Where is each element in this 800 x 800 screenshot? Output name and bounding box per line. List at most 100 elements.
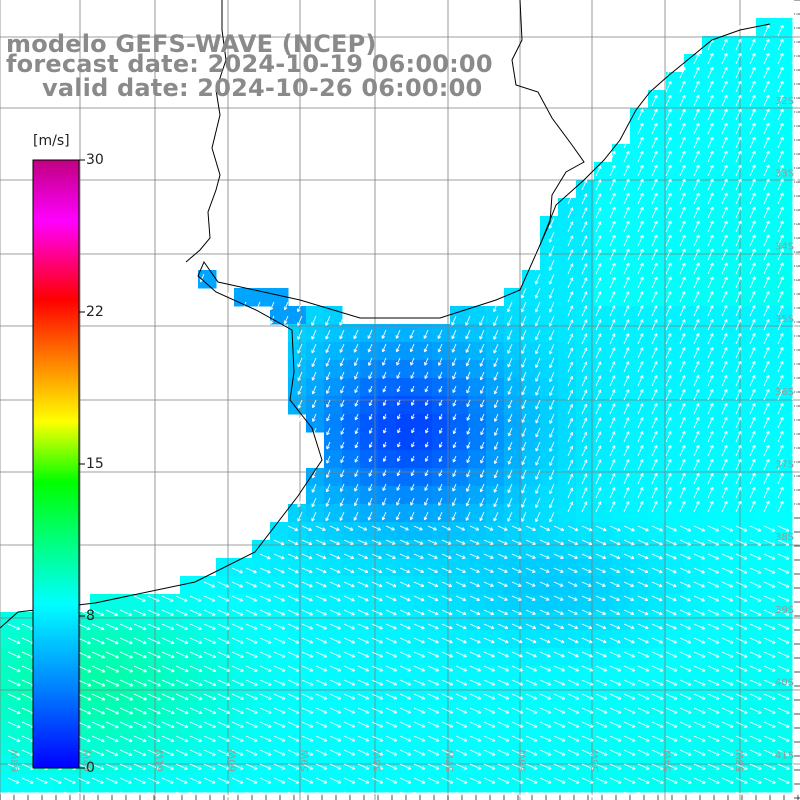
wind-arrow [665, 291, 672, 303]
wind-cell [486, 450, 505, 469]
wind-cell [270, 522, 289, 541]
wind-cell [612, 612, 631, 631]
wind-cell [306, 414, 325, 433]
wind-arrow [651, 234, 658, 247]
wind-cell [594, 774, 613, 793]
wind-cell [486, 414, 505, 433]
wind-cell [576, 576, 595, 595]
longitude-label: 59W [300, 749, 311, 772]
wind-arrow [595, 277, 602, 289]
wind-cell [324, 450, 343, 469]
wind-cell [342, 774, 361, 793]
wind-cell [252, 630, 271, 649]
wind-cell [594, 288, 613, 307]
wind-cell [558, 648, 577, 667]
wind-cell [774, 756, 793, 775]
wind-cell [198, 720, 217, 739]
wind-cell [558, 270, 577, 289]
wind-cell [540, 594, 559, 613]
wind-cell [558, 468, 577, 487]
wind-cell [486, 720, 505, 739]
wind-cell [684, 162, 703, 181]
wind-cell [576, 234, 595, 253]
wind-arrow [777, 791, 790, 798]
wind-cell [342, 450, 361, 469]
wind-cell [774, 486, 793, 505]
wind-cell [468, 468, 487, 487]
wind-cell [252, 756, 271, 775]
wind-cell [180, 648, 199, 667]
wind-cell [720, 648, 739, 667]
wind-cell [720, 738, 739, 757]
wind-cell [342, 720, 361, 739]
wind-cell [720, 720, 739, 739]
wind-arrow [693, 66, 700, 79]
wind-cell [540, 486, 559, 505]
wind-cell [648, 360, 667, 379]
wind-cell [162, 594, 181, 613]
longitude-label: 61W [155, 749, 166, 772]
wind-arrow [105, 791, 118, 798]
wind-arrow [665, 319, 672, 331]
wind-arrow [651, 319, 658, 331]
wind-cell [396, 612, 415, 631]
wind-arrow [511, 791, 524, 798]
wind-cell [216, 612, 235, 631]
wind-cell [324, 378, 343, 397]
wind-cell [468, 432, 487, 451]
wind-arrow [283, 315, 289, 325]
wind-arrow [735, 80, 742, 93]
wind-cell [720, 522, 739, 541]
wind-arrow [665, 234, 672, 247]
wind-arrow [539, 791, 552, 798]
wind-cell [756, 288, 775, 307]
wind-arrow [777, 122, 784, 135]
wind-cell [738, 522, 757, 541]
wind-cell [612, 342, 631, 361]
wind-cell [162, 702, 181, 721]
wind-cell [666, 144, 685, 163]
wind-cell [396, 504, 415, 523]
wind-arrow [525, 791, 538, 798]
wind-cell [396, 702, 415, 721]
wind-cell [270, 756, 289, 775]
wind-cell [396, 396, 415, 415]
wind-arrow [581, 193, 588, 205]
wind-cell [684, 738, 703, 757]
wind-arrow [637, 291, 644, 303]
wind-arrow [665, 178, 672, 191]
wind-cell [468, 648, 487, 667]
wind-arrow [735, 66, 742, 79]
wind-arrow [665, 94, 672, 107]
wind-cell [594, 612, 613, 631]
wind-cell [378, 630, 397, 649]
wind-arrow [595, 193, 602, 205]
wind-arrow [623, 319, 630, 331]
wind-cell [756, 450, 775, 469]
wind-cell [666, 594, 685, 613]
wind-cell [648, 468, 667, 487]
wind-arrow [381, 343, 387, 353]
wind-cell [630, 630, 649, 649]
wind-cell [144, 594, 163, 613]
wind-cell [198, 702, 217, 721]
wind-arrow [735, 791, 748, 798]
wind-cell [702, 666, 721, 685]
wind-cell [648, 576, 667, 595]
wind-cell [0, 756, 19, 775]
wind-cell [666, 396, 685, 415]
wind-arrow [255, 301, 261, 311]
wind-cell [378, 648, 397, 667]
wind-arrow [451, 329, 457, 340]
wind-cell [126, 702, 145, 721]
wind-cell [216, 684, 235, 703]
wind-arrow [707, 178, 714, 191]
wind-cell [396, 576, 415, 595]
wind-arrow [339, 357, 345, 367]
wind-cell [450, 684, 469, 703]
colorbar-tick-label-0: 0 [86, 760, 95, 776]
wind-cell [648, 126, 667, 145]
wind-cell [288, 558, 307, 577]
wind-cell [774, 126, 793, 145]
wind-cell [738, 162, 757, 181]
